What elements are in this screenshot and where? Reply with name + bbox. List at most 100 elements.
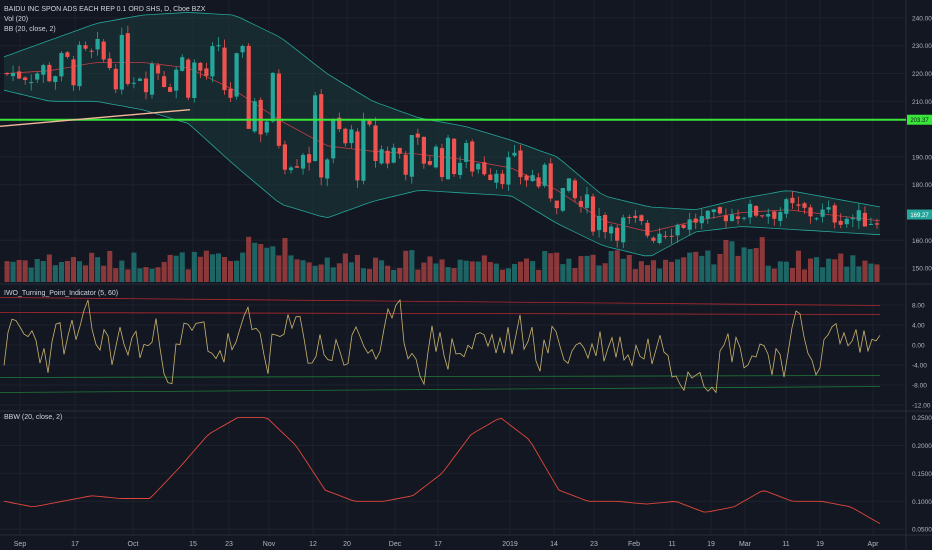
osc-upper-band-2	[0, 297, 881, 306]
candle-body	[687, 219, 692, 230]
candle-body	[361, 119, 366, 181]
volume-bar	[318, 264, 324, 282]
volume-bar	[554, 252, 560, 282]
candle-body	[222, 47, 227, 91]
candle-body	[234, 53, 239, 97]
candle-body	[482, 162, 487, 175]
candle-body	[331, 120, 336, 159]
volume-bar	[620, 258, 626, 282]
candle-body	[379, 149, 384, 164]
volume-bar	[808, 258, 814, 282]
volume-bar	[826, 258, 832, 282]
candle-body	[735, 216, 741, 219]
bbw-axis-tick: 0.0500	[912, 527, 932, 534]
volume-bar	[276, 255, 282, 282]
candle-body	[307, 154, 312, 163]
volume-bar	[330, 267, 336, 282]
volume-bar	[741, 247, 747, 282]
volume-bar	[524, 258, 530, 282]
volume-bar	[173, 255, 179, 282]
volume-bar	[868, 263, 874, 282]
volume-bar	[22, 260, 28, 282]
volume-bar	[771, 268, 777, 282]
candle-body	[155, 65, 161, 74]
volume-bar	[850, 255, 856, 282]
volume-bar	[518, 261, 524, 282]
candle-body	[639, 215, 644, 221]
volume-bar	[385, 265, 391, 282]
volume-bar	[107, 250, 113, 282]
candle-body	[240, 46, 245, 53]
candle-body	[530, 175, 535, 182]
candle-body	[288, 167, 294, 171]
osc-axis-tick: 0.00	[912, 343, 925, 350]
volume-bar	[312, 265, 318, 282]
volume-bar	[705, 250, 711, 282]
candle-body	[699, 216, 704, 224]
volume-bar	[46, 254, 52, 282]
volume-bar	[324, 257, 330, 282]
candlesticks	[4, 25, 880, 249]
candle-body	[41, 65, 46, 75]
candle-body	[53, 76, 58, 82]
volume-bar	[373, 257, 379, 282]
volume-bar	[16, 260, 22, 282]
volume-bar	[717, 254, 723, 282]
candle-body	[174, 69, 179, 91]
osc-line	[3, 298, 881, 394]
volume-bar	[457, 259, 463, 282]
candle-body	[681, 224, 686, 228]
candle-body	[512, 152, 517, 156]
candle-body	[258, 99, 263, 135]
volume-bar	[10, 261, 16, 282]
volume-bar	[137, 268, 143, 282]
candle-body	[162, 76, 167, 87]
volume-bar	[832, 259, 838, 282]
candle-body	[143, 78, 149, 93]
candle-body	[850, 218, 855, 220]
candle-body	[137, 78, 142, 81]
axes: Sep 17 Oct 15 23 Nov 12 20 Dec 17 2019 14 23 Feb 11 19 M…	[14, 15, 932, 548]
volume-bar	[542, 251, 548, 282]
time-axis-label: Sep	[14, 541, 27, 548]
candle-body	[415, 133, 420, 138]
level-price-badge	[907, 114, 932, 125]
candle-body	[113, 68, 118, 90]
osc-lower-band	[0, 375, 881, 378]
time-axis-label: Dec	[389, 541, 402, 548]
symbol-title: BAIDU INC SPON ADS EACH REP 0.1 ORD SHS,…	[4, 6, 206, 13]
volume-bar	[83, 265, 89, 282]
candle-body	[276, 73, 281, 146]
candle-body	[373, 125, 378, 161]
volume-bar	[759, 237, 765, 282]
volume-bar	[439, 259, 445, 282]
candle-body	[723, 215, 728, 222]
time-axis-label: Feb	[628, 541, 640, 548]
volume-bar	[801, 269, 807, 282]
volume-bar	[415, 269, 421, 282]
candle-body	[760, 215, 765, 217]
volume-bar	[475, 261, 481, 282]
candle-body	[186, 59, 191, 98]
volume-bar	[650, 260, 656, 282]
candle-body	[252, 101, 257, 132]
volume-bar	[433, 263, 439, 282]
candle-body	[693, 218, 698, 223]
candle-body	[403, 154, 408, 175]
volume-bar	[300, 260, 306, 282]
candle-body	[742, 217, 747, 219]
osc-axis-tick: 4.00	[912, 323, 925, 330]
volume-bar	[161, 261, 167, 282]
volume-bar	[167, 254, 173, 282]
volume-bar	[644, 265, 650, 282]
candle-body	[23, 77, 28, 80]
candle-body	[754, 206, 759, 216]
candle-body	[83, 45, 88, 49]
volume-bar	[487, 262, 493, 282]
candle-body	[421, 136, 426, 164]
candle-body	[524, 175, 529, 181]
trend-line	[0, 108, 191, 128]
bb-upper-line	[3, 11, 881, 211]
